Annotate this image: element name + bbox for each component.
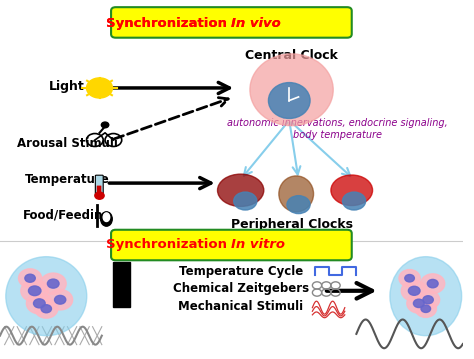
Text: Mechanical Stimuli: Mechanical Stimuli	[178, 300, 303, 313]
Text: Central Clock: Central Clock	[245, 49, 338, 62]
Ellipse shape	[100, 212, 112, 226]
Ellipse shape	[103, 213, 109, 222]
Text: Peripheral Clocks: Peripheral Clocks	[230, 218, 353, 231]
Text: autonomic innervations, endocrine signaling,
body temperature: autonomic innervations, endocrine signal…	[228, 118, 448, 140]
Circle shape	[34, 299, 45, 308]
FancyBboxPatch shape	[111, 7, 352, 38]
Ellipse shape	[401, 280, 427, 301]
Ellipse shape	[421, 274, 445, 293]
Ellipse shape	[279, 176, 314, 212]
Circle shape	[409, 286, 420, 295]
Text: Synchronization: Synchronization	[106, 17, 231, 30]
Text: Chemical Zeitgebers: Chemical Zeitgebers	[173, 283, 309, 295]
Circle shape	[41, 305, 52, 313]
Circle shape	[55, 295, 66, 304]
Text: Temperature Cycle: Temperature Cycle	[179, 265, 303, 278]
Circle shape	[405, 275, 414, 282]
Ellipse shape	[390, 257, 462, 336]
Circle shape	[428, 279, 438, 288]
Ellipse shape	[415, 300, 437, 317]
Ellipse shape	[399, 270, 420, 287]
Ellipse shape	[417, 290, 440, 309]
Ellipse shape	[407, 294, 431, 313]
Circle shape	[421, 305, 430, 312]
Text: Synchronization: Synchronization	[106, 238, 231, 251]
FancyBboxPatch shape	[111, 230, 352, 260]
Ellipse shape	[268, 83, 310, 118]
Circle shape	[101, 122, 109, 128]
Text: Arousal Stimuli: Arousal Stimuli	[17, 137, 118, 150]
Circle shape	[25, 274, 35, 282]
Ellipse shape	[21, 279, 49, 302]
Circle shape	[87, 78, 112, 98]
Circle shape	[47, 279, 59, 288]
Ellipse shape	[40, 273, 66, 294]
Ellipse shape	[35, 299, 58, 318]
Circle shape	[234, 192, 257, 210]
Circle shape	[95, 192, 104, 199]
Text: Synchronization: Synchronization	[106, 17, 231, 30]
FancyBboxPatch shape	[95, 175, 103, 196]
Text: Temperature: Temperature	[25, 173, 109, 186]
Ellipse shape	[218, 174, 264, 206]
Text: In vivo: In vivo	[231, 17, 281, 30]
Text: Food/Feeding: Food/Feeding	[23, 209, 111, 222]
Bar	[113, 262, 129, 307]
Ellipse shape	[331, 175, 373, 205]
FancyBboxPatch shape	[97, 186, 101, 195]
Ellipse shape	[48, 290, 73, 310]
Text: In vivo: In vivo	[231, 17, 281, 30]
Circle shape	[28, 286, 41, 296]
Circle shape	[413, 299, 424, 308]
Circle shape	[423, 296, 433, 304]
Circle shape	[287, 196, 310, 214]
Text: In vitro: In vitro	[231, 238, 285, 251]
Ellipse shape	[18, 269, 42, 288]
Ellipse shape	[6, 257, 87, 336]
Ellipse shape	[27, 293, 52, 314]
Ellipse shape	[250, 54, 333, 126]
Text: Light: Light	[49, 80, 85, 93]
Circle shape	[343, 192, 365, 210]
